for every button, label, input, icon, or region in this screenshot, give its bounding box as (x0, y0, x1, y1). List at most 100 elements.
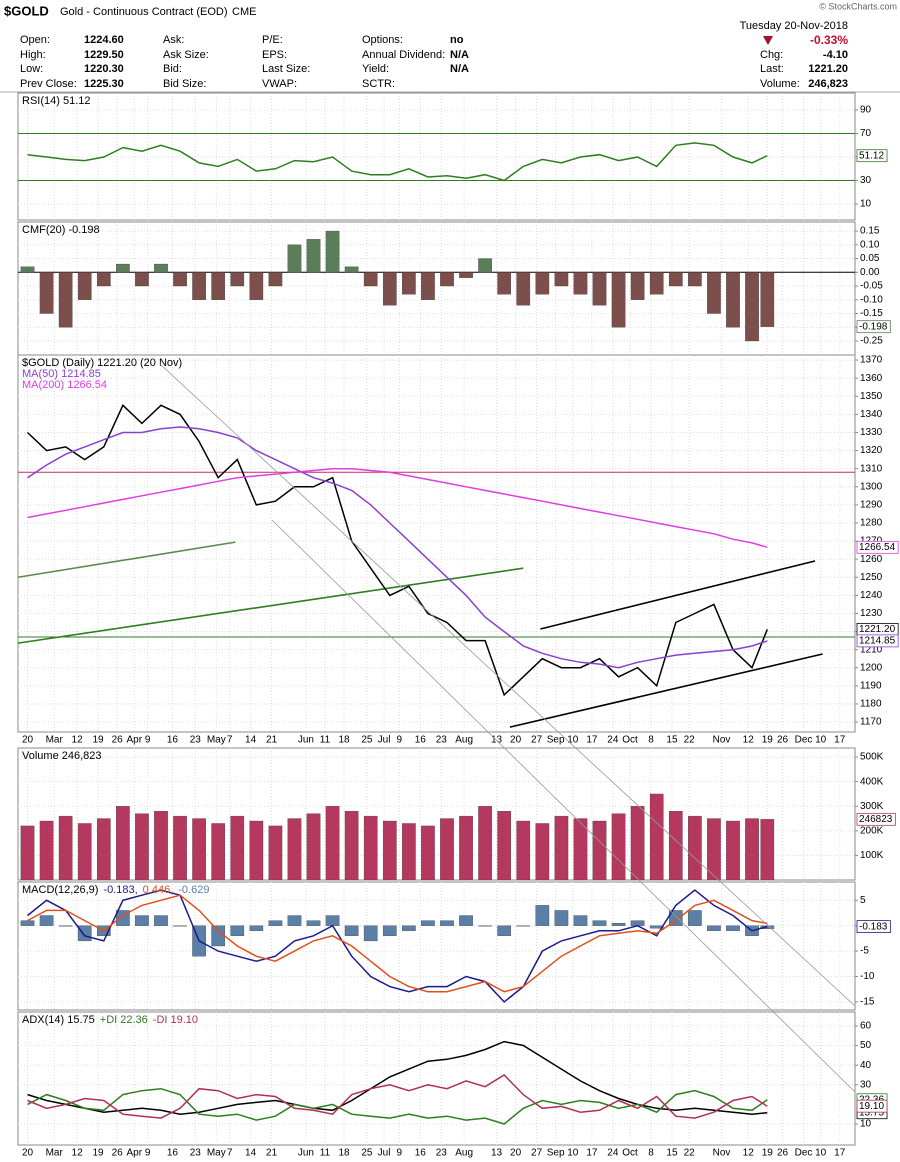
y-tick-label: 10 (860, 199, 872, 210)
bar (287, 244, 302, 273)
end-label-box (856, 812, 896, 826)
bar (535, 272, 550, 295)
x-tick-label: 16 (167, 735, 179, 746)
bar (516, 272, 531, 306)
quote-label: Last Size: (262, 63, 310, 75)
end-label: 51.12 (859, 150, 884, 161)
description: Gold - Continuous Contract (EOD) (60, 6, 228, 18)
x-tick-label: 8 (648, 735, 654, 746)
end-label: 1266.54 (859, 542, 896, 553)
x-tick-label: 8 (648, 1148, 654, 1159)
panel-plot (18, 222, 855, 355)
panel-title: CMF(20) -0.198 (22, 224, 100, 236)
bar (459, 915, 473, 926)
x-tick-label: 12 (743, 735, 755, 746)
bar (440, 818, 454, 880)
legend-entry: $GOLD (Daily) 1221.20 (20 Nov) (22, 357, 182, 369)
x-tick-label: Apr (127, 1148, 143, 1159)
x-tick-label: 25 (361, 1148, 373, 1159)
y-tick-label: 1350 (860, 391, 883, 402)
bar (554, 910, 569, 926)
trend-line (18, 567, 524, 644)
y-tick-label: 1180 (860, 699, 882, 710)
bar (77, 272, 92, 300)
x-tick-label: 11 (320, 1148, 331, 1159)
x-tick-label: 15 (666, 735, 678, 746)
x-tick-label: 21 (266, 735, 278, 746)
quote-label: Yield: (362, 63, 389, 75)
y-tick-label: 1310 (860, 463, 883, 474)
end-label: 15.75 (859, 1107, 884, 1118)
x-tick-label: 22 (684, 735, 696, 746)
bar (668, 272, 683, 287)
bar (211, 925, 226, 947)
down-arrow-icon (763, 36, 773, 45)
panel-frame (17, 92, 856, 221)
y-tick-label: 10 (860, 1119, 872, 1130)
change-percent: -0.33% (810, 33, 848, 47)
y-tick-label: 100K (860, 850, 884, 861)
x-tick-label: Oct (622, 1148, 638, 1159)
bar (192, 272, 206, 300)
series-line (27, 142, 768, 182)
y-tick-label: 1340 (860, 409, 883, 420)
quote-value: 1220.30 (84, 63, 124, 75)
y-tick-label: 1170 (860, 717, 882, 728)
x-tick-label: 17 (586, 735, 598, 746)
y-tick-label: 1190 (860, 680, 882, 691)
y-tick-label: 50 (860, 1040, 872, 1051)
x-tick-label: 24 (607, 1148, 619, 1159)
quote-label: Annual Dividend: (362, 49, 445, 61)
x-tick-label: Apr (127, 735, 143, 746)
x-tick-label: 10 (567, 735, 579, 746)
bar (173, 815, 187, 880)
x-tick-label: 19 (93, 1148, 105, 1159)
legend-entry: MA(50) 1214.85 (22, 368, 101, 380)
x-tick-label: 16 (415, 1148, 427, 1159)
quote-value: 1225.30 (84, 78, 124, 90)
y-tick-label: 0.10 (860, 239, 880, 250)
x-tick-label: Jun (298, 1148, 314, 1159)
bar (478, 925, 492, 927)
quote-label: Bid: (163, 63, 182, 75)
y-tick-label: 30 (860, 1079, 872, 1090)
x-tick-label: 20 (510, 735, 522, 746)
x-tick-label: 25 (361, 735, 373, 746)
y-tick-label: 5 (860, 895, 866, 906)
legend-entry: +DI 22.36 (100, 1014, 148, 1026)
bar (440, 272, 454, 287)
x-tick-label: 9 (145, 1148, 151, 1159)
x-tick-label: Nov (713, 1148, 731, 1159)
quote-label: Low: (20, 63, 43, 75)
bar (77, 925, 92, 942)
x-tick-label: 17 (834, 735, 846, 746)
bar (554, 272, 569, 287)
bar (402, 272, 416, 295)
bar (230, 815, 245, 880)
legend-entry: -0.629 (178, 884, 209, 896)
bar (573, 818, 588, 880)
legend-entry: MA(200) 1266.54 (22, 379, 107, 391)
bar (516, 925, 531, 927)
bar (497, 811, 512, 880)
x-tick-label: 26 (112, 735, 124, 746)
y-tick-label: 0.00 (860, 267, 880, 278)
x-tick-label: 22 (684, 1148, 696, 1159)
y-tick-label: -0.15 (860, 308, 883, 319)
panel-plot (18, 882, 855, 1010)
bar (459, 272, 473, 278)
bar (325, 915, 340, 926)
panel-frame (17, 1011, 856, 1146)
y-tick-label: 300K (860, 801, 884, 812)
bar (649, 793, 664, 880)
end-label-box (856, 634, 899, 648)
quote-label: SCTR: (362, 78, 395, 90)
y-tick-label: 1290 (860, 499, 883, 510)
bar (363, 925, 378, 942)
x-tick-label: Dec (795, 1148, 813, 1159)
bar (58, 815, 73, 880)
y-tick-label: 400K (860, 776, 884, 787)
bar (268, 825, 283, 880)
x-tick-label: 9 (397, 1148, 403, 1159)
y-tick-label: -5 (860, 946, 869, 957)
